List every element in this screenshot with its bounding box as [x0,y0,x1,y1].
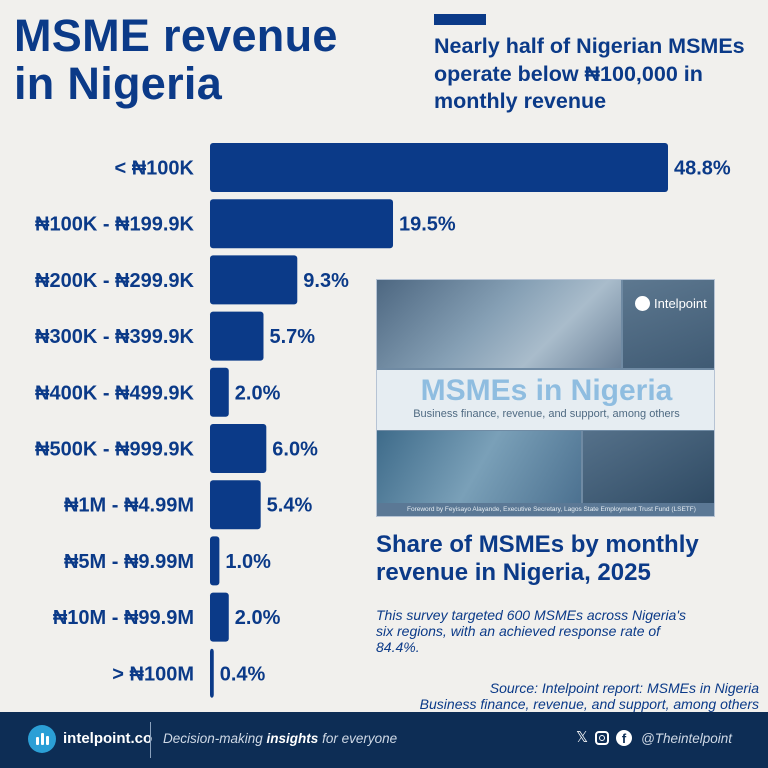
category-label: ₦300K - ₦399.9K [35,326,195,348]
bar [210,143,668,192]
cover-brand: Intelpoint [635,296,707,311]
main-title: MSME revenue in Nigeria [14,12,338,108]
category-label: > ₦100M [112,663,194,685]
category-label: ₦1M - ₦4.99M [64,495,194,517]
main-title-line1: MSME revenue [14,10,338,61]
footer-divider [150,722,151,758]
cover-foot-band [377,503,714,516]
value-label: 19.5% [399,214,456,236]
source-line2: Business finance, revenue, and support, … [419,696,759,712]
site-link[interactable]: intelpoint.co [63,730,153,747]
tagline: Decision-making insights for everyone [163,731,398,746]
value-label: 5.7% [269,326,315,348]
cover-foreword: Foreword by Feyisayo Alayande, Executive… [407,506,696,513]
category-label: < ₦100K [115,158,195,180]
value-label: 1.0% [225,551,271,573]
cover-title-band [377,370,714,430]
bar [210,648,214,698]
category-label: ₦400K - ₦499.9K [35,382,195,404]
bar [210,199,394,249]
value-label: 0.4% [220,663,266,685]
bar [210,480,261,530]
main-title-line2: in Nigeria [14,58,223,109]
category-label: ₦500K - ₦999.9K [35,439,195,461]
bar [210,255,298,305]
cover-subtitle: Business finance, revenue, and support, … [413,408,680,420]
cover-photo-shop [623,280,714,368]
bar [210,424,267,473]
intelpoint-logo-icon [635,296,650,311]
facebook-icon[interactable]: f [616,730,633,746]
cover-photo-workers [583,431,714,503]
bar [210,536,220,586]
cover-photo-market [377,280,621,368]
cover-photo-women [377,431,581,503]
intelpoint-logo-icon[interactable] [28,725,56,753]
subtitle: Nearly half of Nigerian MSMEs operate be… [434,34,745,113]
footer-bar: intelpoint.co Decision-making insights f… [0,712,768,768]
bar [210,367,229,417]
value-label: 5.4% [267,495,313,517]
report-cover-image: Intelpoint MSMEs in Nigeria Business fin… [376,279,715,517]
chart-title: Share of MSMEs by monthly revenue in Nig… [376,531,699,586]
survey-note: This survey targeted 600 MSMEs across Ni… [376,607,687,655]
value-label: 2.0% [235,382,281,404]
accent-bar [434,14,486,25]
bar-chart: < ₦100K 48.8% ₦100K - ₦199.9K 19.5% ₦200K - … [35,143,731,698]
source-note: Source: Intelpoint report: MSMEs in Nige… [420,680,759,712]
x-icon[interactable]: 𝕏 [576,729,589,746]
category-label: ₦10M - ₦99.9M [53,607,194,629]
instagram-icon[interactable] [595,731,610,745]
value-label: 2.0% [235,607,281,629]
social-icons: 𝕏 f [576,729,633,746]
source-line1: Source: Intelpoint report: MSMEs in Nige… [489,680,759,696]
category-label: ₦100K - ₦199.9K [35,214,195,236]
value-label: 9.3% [303,270,349,292]
bar [210,311,264,361]
bar [210,592,229,642]
category-label: ₦200K - ₦299.9K [35,270,195,292]
social-handle[interactable]: @Theintelpoint [641,731,733,746]
value-label: 6.0% [272,439,318,461]
cover-title: MSMEs in Nigeria [420,374,673,407]
value-label: 48.8% [674,158,731,180]
category-label: ₦5M - ₦9.99M [64,551,194,573]
